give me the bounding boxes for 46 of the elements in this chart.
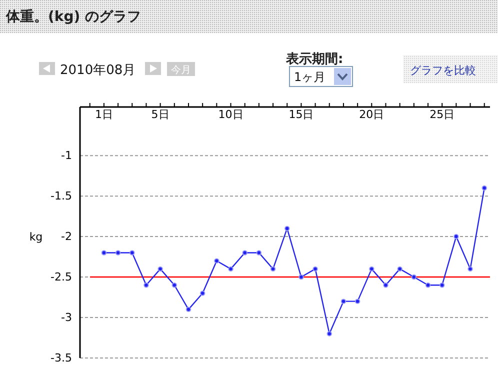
point [130,250,135,256]
point [256,250,262,256]
x-tick-label: 25日 [430,108,455,121]
point [312,266,318,272]
point [115,250,121,256]
point [383,282,388,288]
x-tick-label: 15日 [288,108,314,121]
point [482,185,487,191]
y-tick-label: -3.5 [50,352,72,365]
point [200,290,206,296]
point [397,266,402,272]
point [354,298,360,304]
text: 1ヶ月 [294,70,326,84]
y-tick-label: -2 [61,230,72,244]
chart-subtitle: 2010年08月 [60,63,136,78]
y-tick-label: -1.5 [50,190,72,203]
point [214,258,220,264]
point [298,274,304,280]
point [270,266,276,272]
point [158,266,163,272]
point [468,266,473,272]
point [340,298,346,304]
chart-title: 体重。(kg) のグラフ [5,9,142,25]
point [242,250,248,256]
point [284,226,290,232]
x-tick-label: 5日 [151,108,170,121]
y-tick-label: -3 [61,311,72,324]
point [425,282,431,288]
x-tick-label: 1日 [94,108,113,121]
point [326,331,332,336]
point [144,282,149,288]
y-tick-label: -1 [61,149,72,162]
point [439,282,445,288]
point [186,306,192,312]
y-axis-title: kg [29,230,43,244]
point [101,250,107,256]
text: グラフを比較 [410,64,476,77]
point [411,274,417,280]
x-tick-label: 20日 [359,108,384,121]
text: 表示期間: [285,52,344,67]
point [228,266,234,272]
point [172,282,178,288]
point [454,234,459,240]
y-tick-label: -2.5 [50,270,72,284]
point [369,266,374,272]
x-tick-label: 10日 [218,108,244,121]
